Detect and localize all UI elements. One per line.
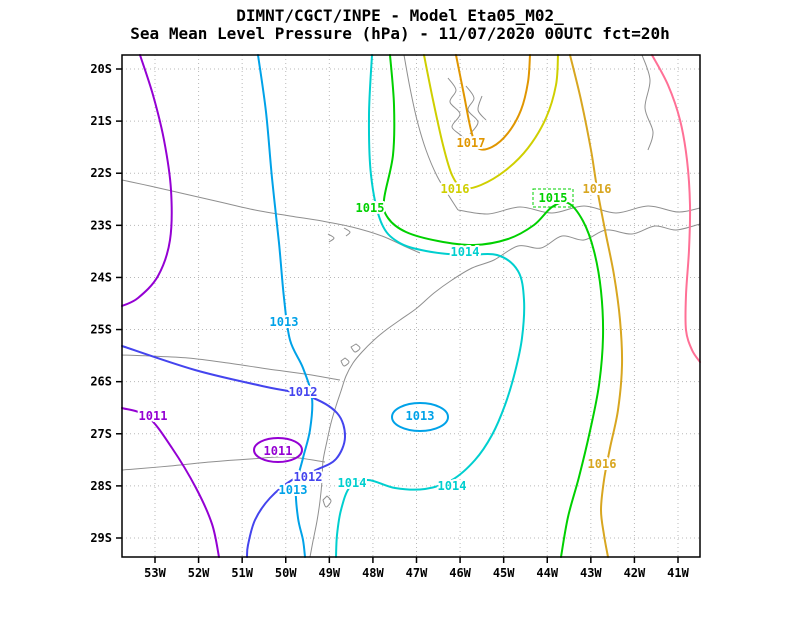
map-reservoir-c: [477, 95, 487, 121]
x-axis-label: 51W: [231, 566, 253, 580]
y-axis-label: 25S: [90, 323, 112, 337]
contour-line-1012: [121, 345, 347, 558]
contour-label-1012: 1012: [289, 385, 318, 399]
contour-label-1016: 1016: [583, 182, 612, 196]
contour-line-1011-northwest: [121, 54, 173, 307]
map-lake-a: [327, 233, 335, 243]
contour-label-1014: 1014: [451, 245, 480, 259]
x-axis-label: 47W: [406, 566, 428, 580]
contour-label-1016: 1016: [441, 182, 470, 196]
x-axis-label: 46W: [449, 566, 471, 580]
contour-label-1017: 1017: [457, 136, 486, 150]
contour-line-1011-closed-low: [253, 437, 303, 463]
contour-label-1011: 1011: [264, 444, 293, 458]
contour-label-1011: 1011: [139, 409, 168, 423]
x-axis-label: 49W: [318, 566, 340, 580]
contour-line-1016-west: [423, 54, 559, 190]
geography-layer: [121, 54, 701, 558]
map-island-b: [340, 357, 350, 367]
plot-border: [121, 54, 701, 558]
axes-layer: 53W 52W 51W 50W 49W 48W 47W 46W 45W 44W 43W 42W 41W 2…: [90, 54, 701, 580]
x-axis-label: 45W: [493, 566, 515, 580]
map-border-east-west: [457, 205, 701, 215]
y-axis-label: 24S: [90, 270, 112, 284]
contour-line-1014: [335, 54, 526, 558]
map-reservoir-b: [465, 85, 479, 135]
y-axis-label: 26S: [90, 375, 112, 389]
contour-line-1011-southwest: [121, 407, 220, 558]
x-axis-label: 44W: [536, 566, 558, 580]
contour-line-east-unlabeled: [651, 54, 701, 363]
y-axis-label: 20S: [90, 62, 112, 76]
contour-label-1012: 1012: [294, 470, 323, 484]
contour-label-1014: 1014: [438, 479, 467, 493]
y-axis-label: 22S: [90, 166, 112, 180]
x-axis-label: 50W: [275, 566, 297, 580]
figure-title-line2: Sea Mean Level Pressure (hPa) - 11/07/20…: [130, 24, 669, 43]
y-axis-label: 21S: [90, 114, 112, 128]
contour-label-1014: 1014: [338, 476, 367, 490]
x-axis-label: 52W: [188, 566, 210, 580]
contour-layer: [121, 54, 701, 558]
grid-layer: [122, 55, 700, 557]
contour-label-1013: 1013: [270, 315, 299, 329]
x-axis-label: 48W: [362, 566, 384, 580]
x-axis-label: 42W: [624, 566, 646, 580]
contour-label-box: [532, 188, 574, 208]
contour-label-1015: 1015: [539, 191, 568, 205]
map-border-north-south: [403, 54, 459, 211]
map-island-florianopolis: [322, 495, 332, 508]
y-axis-label: 23S: [90, 218, 112, 232]
contour-line-1016-east: [569, 54, 624, 558]
map-island-a: [350, 343, 361, 353]
map-coastline: [309, 223, 701, 558]
contour-label-layer: 1011101110121012101310131013101410141014…: [137, 134, 619, 499]
y-axis-label: 29S: [90, 531, 112, 545]
y-axis-label: 27S: [90, 427, 112, 441]
contour-line-1015: [382, 54, 605, 558]
x-axis-label: 43W: [580, 566, 602, 580]
map-reservoir-a: [447, 77, 464, 149]
map-river-northeast: [641, 54, 654, 151]
x-axis-label: 41W: [667, 566, 689, 580]
map-border-sc: [121, 456, 326, 471]
contour-label-1015: 1015: [356, 201, 385, 215]
x-axis-label: 53W: [144, 566, 166, 580]
y-axis-label: 28S: [90, 479, 112, 493]
contour-line-1017: [455, 54, 531, 151]
contour-line-1013-main: [257, 54, 314, 558]
figure-title-line1: DIMNT/CGCT/INPE - Model Eta05_M02_: [236, 6, 564, 25]
contour-line-1013-coastal-pocket: [391, 402, 449, 432]
contour-label-1013: 1013: [279, 483, 308, 497]
contour-label-1016: 1016: [588, 457, 617, 471]
map-border-sp: [121, 179, 421, 254]
map-lake-b: [343, 227, 351, 237]
contour-label-1013: 1013: [406, 409, 435, 423]
